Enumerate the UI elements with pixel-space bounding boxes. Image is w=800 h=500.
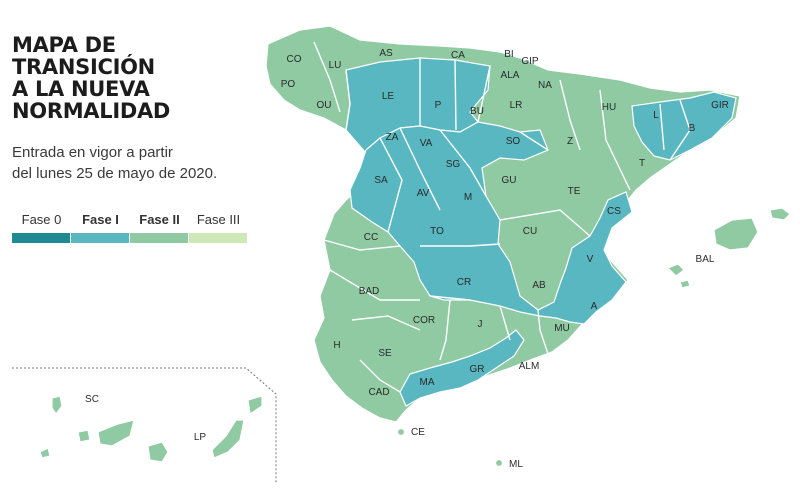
- label-gir: GIR: [711, 100, 729, 111]
- label-cs: CS: [607, 206, 621, 217]
- subtitle-line: del lunes 25 de mayo de 2020.: [12, 165, 218, 182]
- island-tenerife: [97, 419, 135, 447]
- title-line: MAPA DE: [12, 33, 116, 57]
- label-se: SE: [378, 348, 392, 359]
- canary-islands: [39, 395, 263, 463]
- island-la-gomera: [77, 429, 91, 443]
- label-alm: ALM: [519, 361, 540, 372]
- label-ab: AB: [532, 280, 546, 291]
- map-subtitle: Entrada en vigor a partir del lunes 25 d…: [12, 142, 252, 184]
- island-la-palma: [51, 395, 63, 416]
- label-cu: CU: [523, 226, 537, 237]
- label-bal: BAL: [696, 254, 715, 265]
- subtitle-line: Entrada en vigor a partir: [12, 144, 173, 161]
- label-hu: HU: [602, 102, 616, 113]
- province-region-granada-malaga: [399, 329, 525, 407]
- phase-legend: Fase 0 Fase I Fase II Fase III: [12, 212, 252, 243]
- legend-swatch-fase-2: [130, 233, 188, 243]
- label-bi: BI: [504, 49, 513, 60]
- label-bu: BU: [470, 106, 484, 117]
- province-region-cataluna-east: [631, 91, 737, 161]
- label-h: H: [333, 340, 340, 351]
- label-gip: GIP: [521, 56, 539, 67]
- legend-swatch-fase-0: [12, 233, 70, 243]
- label-na: NA: [538, 80, 552, 91]
- label-z: Z: [567, 136, 573, 147]
- label-sa: SA: [374, 175, 388, 186]
- ceuta-dot: [396, 427, 406, 437]
- label-va: VA: [420, 138, 433, 149]
- label-ala: ALA: [501, 70, 520, 81]
- label-m: M: [464, 192, 472, 203]
- island-fuerteventura: [211, 419, 245, 459]
- island-lanzarote: [247, 395, 263, 416]
- label-t: T: [639, 158, 645, 169]
- label-cc: CC: [364, 232, 378, 243]
- label-po: PO: [281, 79, 296, 90]
- map-title: MAPA DE TRANSICIÓN A LA NUEVA NORMALIDAD: [12, 34, 242, 122]
- island-mallorca: [713, 217, 759, 251]
- label-bad: BAD: [359, 286, 380, 297]
- island-menorca: [769, 207, 791, 221]
- legend-swatch-fase-3: [189, 233, 247, 243]
- label-te: TE: [568, 186, 581, 197]
- island-el-hierro: [39, 447, 51, 459]
- label-a: A: [591, 301, 598, 312]
- legend-label-fase-0: Fase 0: [21, 212, 62, 227]
- label-lu: LU: [329, 60, 342, 71]
- label-av: AV: [417, 188, 430, 199]
- label-ou: OU: [317, 100, 332, 111]
- label-lr: LR: [510, 100, 523, 111]
- label-ce: CE: [411, 427, 425, 438]
- label-co: CO: [287, 54, 302, 65]
- legend-swatch-fase-1: [71, 233, 129, 243]
- label-v: V: [587, 254, 594, 265]
- label-ca: CA: [451, 50, 465, 61]
- melilla-dot: [494, 458, 504, 468]
- label-gr: GR: [470, 364, 485, 375]
- label-za: ZA: [386, 132, 399, 143]
- label-as: AS: [379, 48, 393, 59]
- island-formentera: [679, 279, 691, 289]
- legend-label-fase-1: Fase I: [82, 212, 119, 227]
- canary-inset-frame: [12, 367, 277, 484]
- island-ibiza: [666, 263, 685, 277]
- title-line: NORMALIDAD: [12, 99, 171, 123]
- province-labels: CO LU AS CA BI GIP ALA NA PO OU LE P BU …: [85, 48, 729, 470]
- label-so: SO: [506, 136, 521, 147]
- label-ml: ML: [509, 459, 523, 470]
- label-p: P: [435, 100, 442, 111]
- label-le: LE: [382, 91, 395, 102]
- label-b: B: [689, 123, 696, 134]
- label-cor: COR: [413, 315, 435, 326]
- label-cad: CAD: [368, 387, 389, 398]
- title-line: TRANSICIÓN: [12, 55, 155, 79]
- label-mu: MU: [554, 323, 570, 334]
- label-lp: LP: [194, 432, 207, 443]
- province-borders: [313, 41, 691, 393]
- label-l: L: [653, 110, 659, 121]
- legend-label-fase-3: Fase III: [196, 212, 241, 227]
- label-sc: SC: [85, 394, 99, 405]
- label-gu: GU: [502, 175, 517, 186]
- label-ma: MA: [420, 377, 435, 388]
- title-line: A LA NUEVA: [12, 77, 150, 101]
- label-sg: SG: [446, 159, 461, 170]
- label-to: TO: [430, 226, 444, 237]
- label-cr: CR: [457, 277, 471, 288]
- label-j: J: [478, 319, 483, 330]
- island-gran-canaria: [147, 441, 169, 463]
- legend-label-fase-2: Fase II: [139, 212, 180, 227]
